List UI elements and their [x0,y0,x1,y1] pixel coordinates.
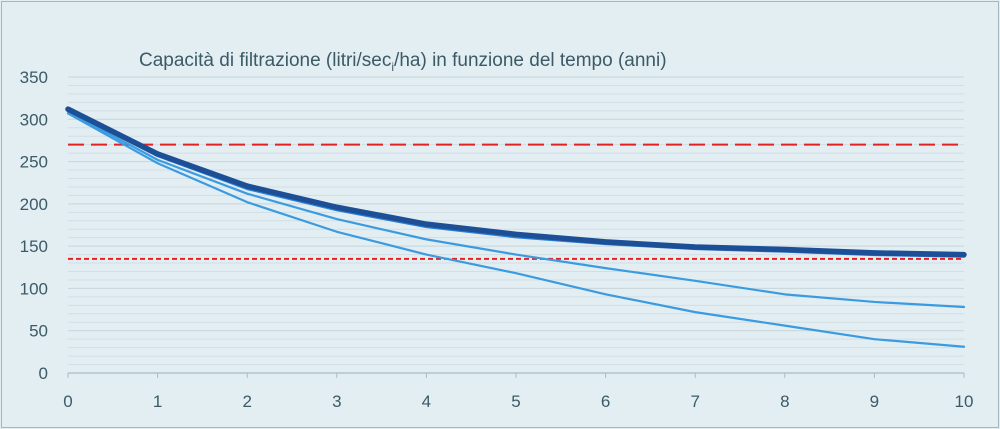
x-tick-label: 1 [153,392,162,411]
x-tick-label: 2 [242,392,251,411]
x-tick-label: 4 [422,392,431,411]
x-tick-label: 10 [955,392,974,411]
y-tick-label: 200 [20,195,48,214]
x-tick-label: 5 [511,392,520,411]
y-tick-label: 100 [20,279,48,298]
chart-title-rest: /ha) in funzione del tempo (anni) [394,50,667,71]
x-tick-label: 7 [690,392,699,411]
y-tick-labels: 0 50 100 150 200 250 300 350 [20,68,48,383]
y-tick-label: 150 [20,237,48,256]
x-tick-label: 3 [332,392,341,411]
x-tick-label: 8 [780,392,789,411]
x-tick-label: 6 [601,392,610,411]
x-tick-label: 9 [870,392,879,411]
series-lines [65,106,967,348]
reference-lines [68,143,964,260]
y-tick-label: 250 [20,153,48,172]
series-line-4 [65,106,967,258]
chart-title: Capacità di filtrazione (litri/seci/ha) … [139,50,667,74]
y-tick-label: 300 [20,110,48,129]
series-line-2 [66,110,966,309]
y-tick-label: 350 [20,68,48,87]
x-tick-labels: 0 1 2 3 4 5 6 7 8 9 10 [63,392,973,411]
chart-title-main: Capacità di filtrazione (litri/sec [139,50,391,71]
y-tick-label: 0 [39,364,48,383]
x-tick-label: 0 [63,392,72,411]
y-tick-label: 50 [29,322,48,341]
gridlines [68,76,964,366]
chart-title-subscript: i [391,60,394,74]
axes [67,372,965,378]
series-line-1 [66,112,966,348]
